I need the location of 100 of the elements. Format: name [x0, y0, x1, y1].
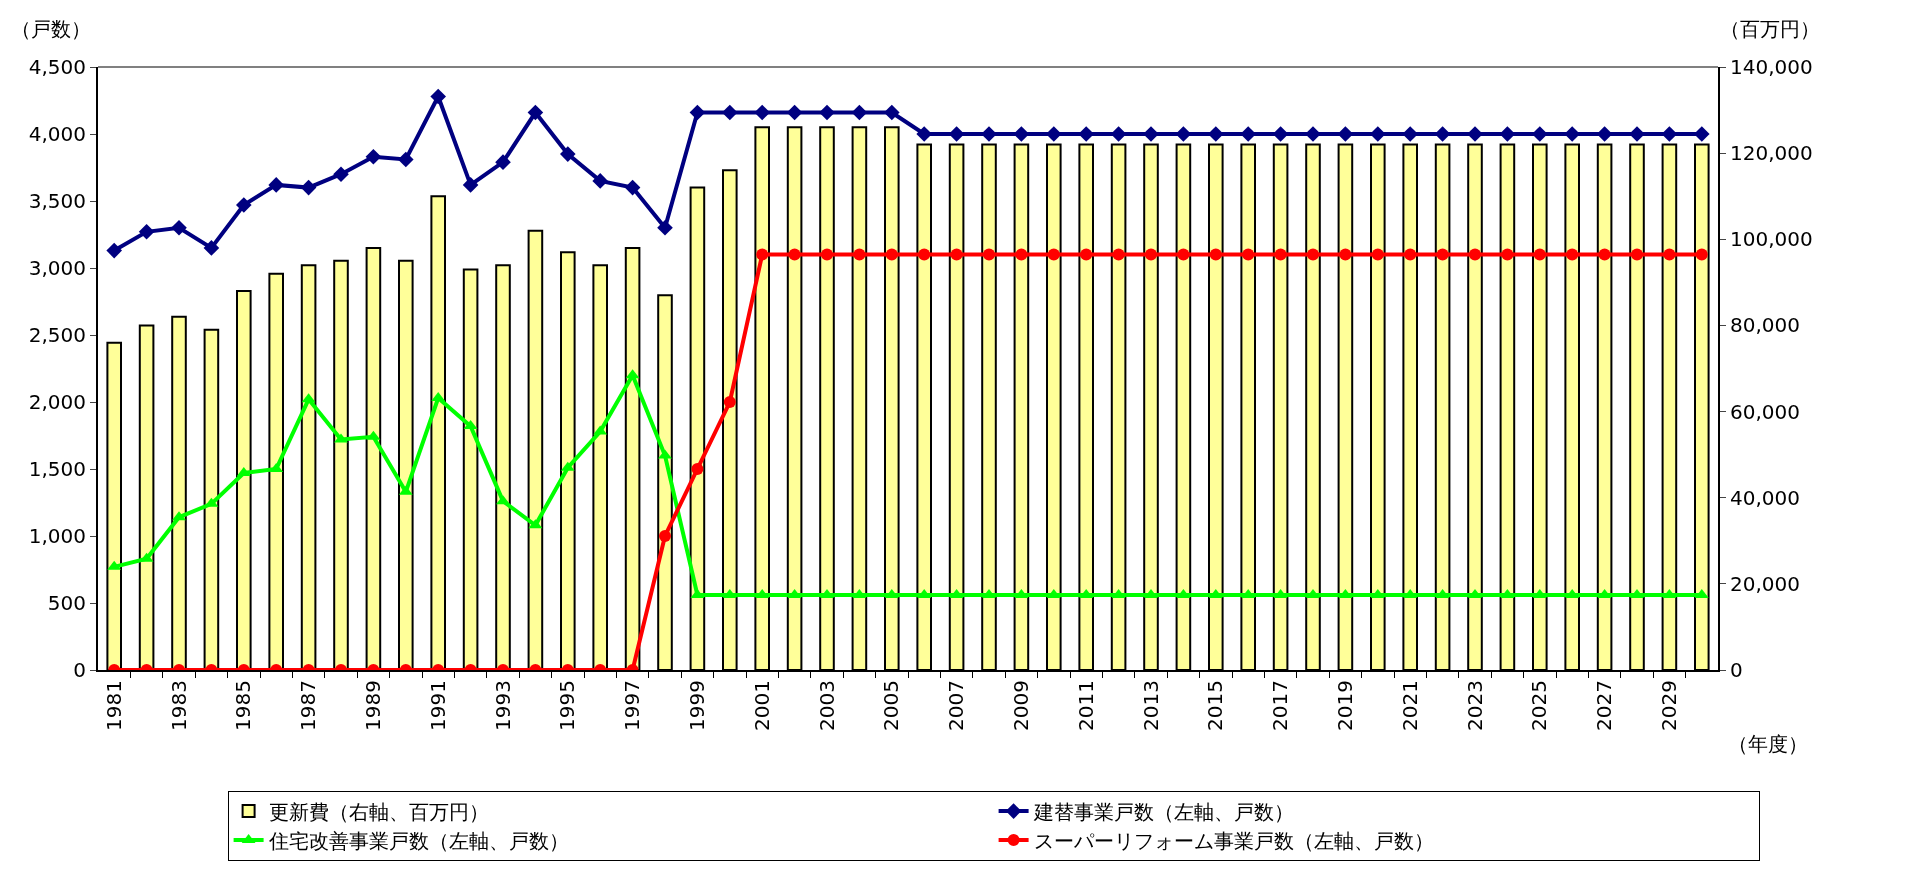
point — [1532, 126, 1548, 142]
point — [1630, 588, 1644, 598]
x-tick-label: 2005 — [879, 680, 904, 731]
point — [657, 220, 673, 236]
point — [1598, 248, 1611, 261]
point — [950, 248, 963, 261]
point — [820, 588, 834, 598]
x-tick-label: 2007 — [944, 680, 969, 731]
point — [722, 104, 738, 121]
x-tick-label: 2029 — [1656, 680, 1681, 731]
point — [172, 511, 186, 521]
point — [1242, 248, 1255, 261]
point — [268, 177, 284, 193]
bar — [138, 324, 155, 670]
point — [1501, 248, 1514, 261]
y2-tick-label: 60,000 — [1730, 399, 1800, 424]
point — [819, 104, 835, 121]
point — [138, 224, 155, 240]
point — [1112, 248, 1125, 261]
bar — [462, 268, 479, 670]
point — [1339, 248, 1352, 261]
y-tick-label: 2,000 — [28, 390, 86, 414]
point — [1631, 248, 1643, 261]
point — [689, 104, 706, 121]
bar — [236, 289, 252, 670]
point — [1468, 588, 1482, 598]
x-tick-label: 1991 — [425, 680, 450, 731]
bar — [527, 229, 544, 670]
point — [365, 148, 382, 165]
point — [1305, 126, 1321, 142]
y-tick-label: 3,500 — [28, 189, 86, 213]
point — [1564, 126, 1580, 142]
bar — [171, 315, 187, 670]
point — [885, 248, 898, 261]
point — [171, 220, 187, 236]
x-tick-label: 1985 — [231, 680, 256, 731]
point — [786, 104, 803, 121]
point — [658, 449, 672, 459]
bar — [268, 272, 284, 670]
y-tick-label: 3,000 — [28, 256, 86, 280]
point — [916, 126, 932, 142]
point — [659, 530, 671, 542]
point — [982, 588, 996, 598]
point — [723, 396, 736, 408]
y2-tick-label: 80,000 — [1730, 313, 1800, 338]
point — [334, 433, 348, 443]
point — [691, 463, 704, 475]
point — [754, 104, 770, 121]
point — [1469, 248, 1481, 261]
y-tick-label: 1,500 — [28, 457, 86, 481]
point — [1177, 248, 1190, 261]
x-tick-label: 2017 — [1268, 680, 1293, 731]
x-tick-label: 1987 — [296, 680, 321, 731]
y-tick-label: 0 — [73, 658, 86, 682]
x-tick-label: 2027 — [1592, 680, 1617, 731]
point — [496, 495, 510, 505]
point — [1015, 248, 1028, 261]
point — [398, 151, 414, 168]
bar — [398, 259, 414, 670]
x-tick-label: 2025 — [1527, 680, 1552, 731]
y2-tick-label: 140,000 — [1730, 55, 1813, 79]
bar — [430, 195, 446, 670]
y-tick-label: 2,500 — [28, 323, 86, 347]
y2-tick-label: 20,000 — [1730, 571, 1800, 596]
y2-tick-label: 120,000 — [1730, 141, 1813, 166]
y-tick-label: 1,000 — [28, 524, 86, 548]
x-tick-label: 2021 — [1397, 680, 1422, 731]
bar — [560, 251, 576, 670]
point — [1533, 248, 1546, 261]
point — [1694, 126, 1710, 142]
point — [1436, 248, 1449, 261]
point — [1143, 126, 1159, 142]
point — [788, 248, 801, 261]
y2-tick-label: 100,000 — [1730, 227, 1813, 252]
point — [300, 179, 317, 196]
point — [983, 248, 995, 261]
point — [918, 248, 931, 261]
bar — [333, 259, 349, 670]
point — [1467, 126, 1483, 142]
point — [592, 173, 608, 189]
point — [1370, 126, 1386, 142]
y2-tick-label: 0 — [1730, 658, 1743, 682]
point — [1208, 126, 1224, 142]
bar — [495, 264, 511, 670]
point — [203, 240, 220, 256]
point — [560, 146, 576, 162]
point — [1145, 248, 1157, 261]
point — [333, 166, 349, 182]
y-axis-title: （戸数） — [11, 17, 91, 41]
legend-label: 住宅改善事業戸数（左軸、戸数） — [267, 828, 569, 853]
point — [1663, 248, 1676, 261]
x-tick-label: 2009 — [1008, 680, 1033, 731]
point — [1566, 248, 1579, 261]
point — [1402, 126, 1418, 142]
x-tick-label: 2013 — [1138, 680, 1163, 731]
point — [1046, 126, 1062, 142]
y-tick-label: 4,500 — [28, 55, 86, 79]
legend-label: 更新費（右軸、百万円） — [268, 799, 489, 824]
x-tick-label: 2001 — [749, 680, 774, 731]
point — [1629, 126, 1645, 142]
